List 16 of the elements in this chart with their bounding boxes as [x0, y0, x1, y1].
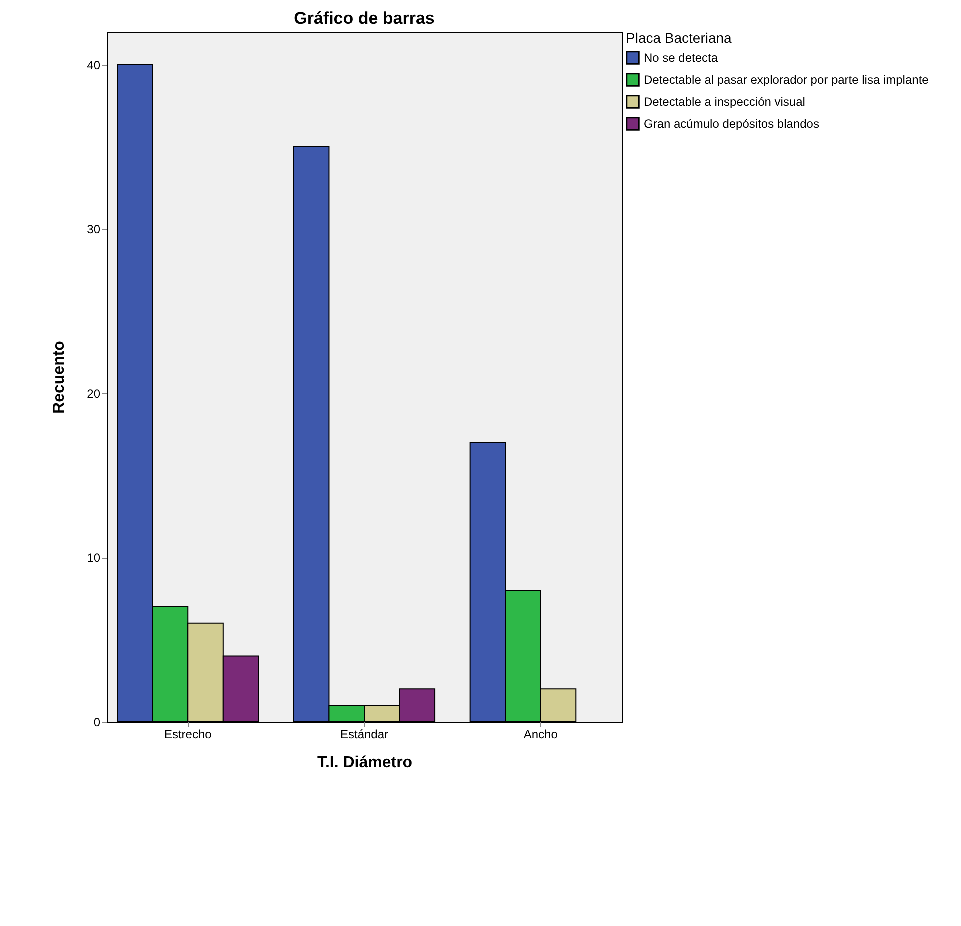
- y-tick-label: 40: [87, 58, 101, 72]
- legend-label: Gran acúmulo depósitos blandos: [644, 117, 820, 131]
- legend-label: No se detecta: [644, 51, 718, 65]
- y-tick-label: 30: [87, 222, 101, 237]
- y-tick-label: 10: [87, 551, 101, 566]
- y-axis-title: Recuento: [51, 340, 68, 414]
- x-tick-label: Estrecho: [164, 728, 212, 742]
- y-tick-label: 0: [94, 716, 101, 730]
- chart-title: Gráfico de barras: [294, 9, 435, 28]
- x-axis-title: T.I. Diámetro: [317, 754, 413, 772]
- y-tick-label: 20: [87, 386, 101, 401]
- legend-label: Detectable a inspección visual: [644, 95, 806, 109]
- x-tick-label: Estándar: [340, 728, 389, 742]
- x-tick-label: Ancho: [524, 728, 558, 742]
- legend-title: Placa Bacteriana: [626, 30, 732, 46]
- legend-label: Detectable al pasar explorador por parte lisa implante: [644, 73, 930, 87]
